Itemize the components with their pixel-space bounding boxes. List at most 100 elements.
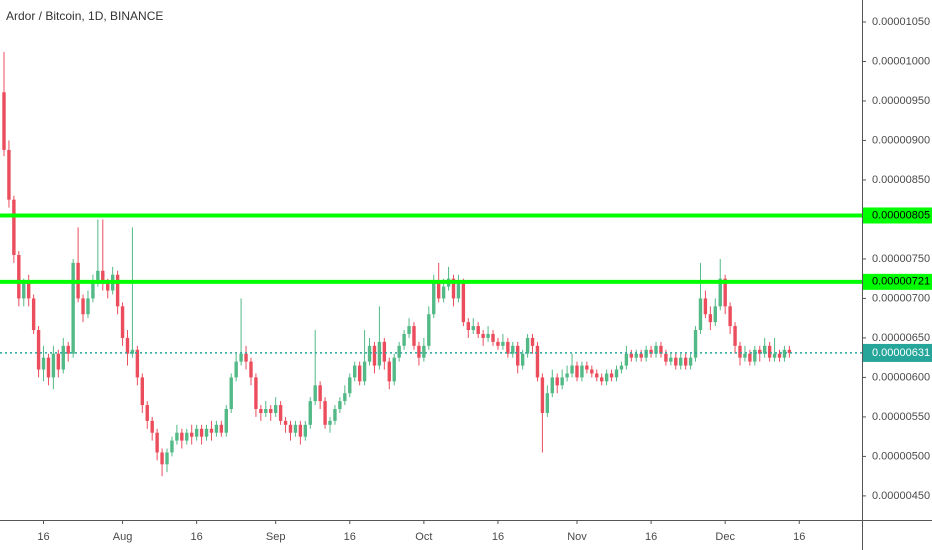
candle-body bbox=[298, 424, 303, 437]
candle-body bbox=[451, 278, 456, 299]
level-label: 0.00000721 bbox=[872, 276, 930, 288]
x-tick-label: Dec bbox=[715, 531, 735, 543]
candle-body bbox=[471, 326, 475, 331]
candle-body bbox=[649, 349, 653, 354]
y-tick-label: 0.00000750 bbox=[872, 253, 930, 265]
candle-body bbox=[357, 365, 362, 382]
candle-body bbox=[585, 365, 589, 370]
candle-body bbox=[155, 432, 159, 453]
candles bbox=[2, 51, 792, 477]
candle-body bbox=[461, 282, 466, 323]
candle-body bbox=[407, 326, 411, 334]
candle-body bbox=[12, 199, 16, 255]
candle-body bbox=[293, 424, 298, 433]
candle-body bbox=[283, 420, 288, 425]
candle-body bbox=[115, 274, 120, 307]
candle-body bbox=[664, 353, 668, 362]
x-tick-label: 16 bbox=[37, 531, 49, 543]
candle-body bbox=[190, 432, 194, 437]
candle-body bbox=[540, 377, 545, 413]
candle-body bbox=[244, 353, 248, 362]
candle-body bbox=[61, 345, 65, 370]
candle-body bbox=[180, 432, 184, 441]
candle-body bbox=[303, 424, 308, 437]
candle-body bbox=[7, 149, 11, 200]
candle-body bbox=[41, 357, 46, 370]
candle-body bbox=[392, 357, 396, 382]
candle-body bbox=[693, 330, 698, 358]
candle-body bbox=[753, 349, 757, 362]
x-tick-label: Sep bbox=[266, 531, 286, 543]
candle-body bbox=[466, 322, 471, 331]
candle-body bbox=[590, 369, 594, 374]
candle-body bbox=[758, 349, 762, 354]
candle-body bbox=[372, 345, 377, 366]
candle-body bbox=[160, 452, 164, 465]
candle-body bbox=[362, 361, 367, 382]
candle-body bbox=[17, 254, 21, 299]
candle-body bbox=[698, 298, 703, 331]
x-tick-label: 16 bbox=[344, 531, 356, 543]
last-price-box bbox=[863, 343, 932, 362]
candle-body bbox=[199, 428, 204, 437]
candle-body bbox=[560, 377, 564, 386]
candle-body bbox=[486, 333, 490, 338]
candle-body bbox=[91, 282, 95, 299]
candle-body bbox=[432, 282, 436, 315]
candle-body bbox=[516, 345, 520, 366]
candle-body bbox=[278, 405, 283, 421]
y-tick-label: 0.00000700 bbox=[872, 292, 930, 304]
candle-body bbox=[135, 349, 140, 378]
candle-body bbox=[496, 341, 500, 346]
chart-title: Ardor / Bitcoin, 1D, BINANCE bbox=[6, 9, 163, 23]
candle-body bbox=[718, 278, 722, 307]
candle-body bbox=[170, 440, 174, 453]
candle-body bbox=[46, 357, 51, 378]
candle-body bbox=[683, 357, 688, 366]
candle-body bbox=[708, 314, 713, 323]
candle-body bbox=[382, 341, 387, 362]
candle-body bbox=[506, 341, 510, 354]
candle-body bbox=[422, 345, 426, 358]
x-tick-label: 16 bbox=[645, 531, 657, 543]
candle-body bbox=[767, 345, 772, 358]
last-price-label: 0.00000631 bbox=[872, 347, 930, 359]
candle-body bbox=[264, 409, 268, 413]
candle-body bbox=[234, 361, 238, 378]
candle-body bbox=[614, 369, 619, 378]
candle-body bbox=[427, 314, 431, 346]
candle-body bbox=[530, 337, 535, 346]
candle-body bbox=[565, 373, 569, 378]
y-tick-label: 0.00000650 bbox=[872, 332, 930, 344]
candle-body bbox=[599, 377, 604, 382]
candle-body bbox=[511, 345, 515, 354]
candle-body bbox=[738, 345, 742, 358]
candle-body bbox=[501, 341, 505, 346]
candle-body bbox=[674, 357, 678, 366]
y-tick-label: 0.00001050 bbox=[872, 16, 930, 28]
candle-body bbox=[535, 345, 540, 378]
candle-body bbox=[269, 409, 273, 413]
x-tick-label: 16 bbox=[191, 531, 203, 543]
candle-body bbox=[209, 428, 214, 433]
candle-body bbox=[703, 298, 708, 315]
candle-body bbox=[318, 385, 322, 402]
candle-body bbox=[723, 278, 727, 307]
candle-body bbox=[604, 373, 609, 382]
candle-body bbox=[412, 326, 416, 346]
candle-body bbox=[2, 92, 6, 150]
candle-body bbox=[377, 341, 382, 366]
candle-body bbox=[249, 361, 253, 378]
candle-body bbox=[130, 349, 135, 354]
candle-body bbox=[644, 349, 648, 358]
candle-body bbox=[214, 424, 219, 433]
candle-body bbox=[748, 353, 752, 362]
level-label: 0.00000805 bbox=[872, 209, 930, 221]
candle-body bbox=[575, 365, 579, 378]
x-tick-label: Oct bbox=[415, 531, 432, 543]
y-tick-label: 0.00000850 bbox=[872, 174, 930, 186]
candle-body bbox=[273, 405, 278, 413]
y-tick-label: 0.00000550 bbox=[872, 411, 930, 423]
